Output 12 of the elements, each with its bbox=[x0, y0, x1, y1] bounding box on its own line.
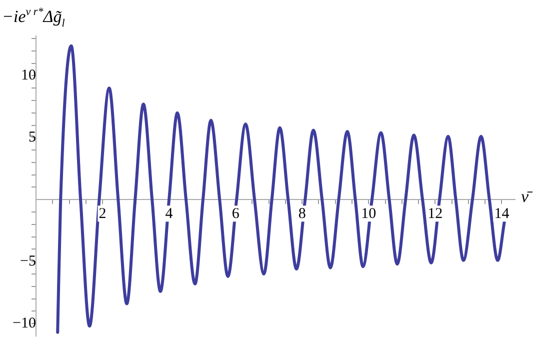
x-tick-label: 8 bbox=[298, 206, 306, 222]
x-axis-title: ν̄ bbox=[521, 187, 534, 206]
x-tick-label: 12 bbox=[428, 206, 443, 222]
x-tick-label: 2 bbox=[98, 206, 106, 222]
y-tick-label: 10 bbox=[21, 68, 36, 84]
x-tick-label: 6 bbox=[232, 206, 240, 222]
y-tick-label: 5 bbox=[28, 130, 36, 146]
x-tick-label: 4 bbox=[165, 206, 174, 222]
y-tick-label: −10 bbox=[12, 316, 36, 332]
y-tick-label: −5 bbox=[20, 254, 36, 270]
x-tick-label: 14 bbox=[494, 206, 510, 222]
x-tick-label: 10 bbox=[361, 206, 376, 222]
